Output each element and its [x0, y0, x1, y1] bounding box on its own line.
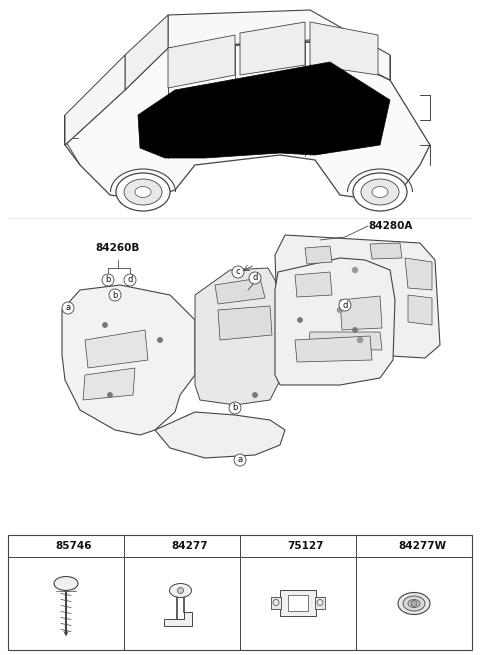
Text: c: c [236, 267, 240, 276]
Ellipse shape [398, 593, 430, 614]
Ellipse shape [54, 576, 78, 591]
Polygon shape [295, 272, 332, 297]
Polygon shape [155, 412, 285, 458]
Circle shape [249, 272, 261, 284]
Ellipse shape [124, 179, 162, 205]
Polygon shape [195, 268, 280, 405]
Bar [280, 590, 316, 616]
Bar [315, 597, 325, 608]
Circle shape [109, 289, 121, 301]
Ellipse shape [361, 179, 399, 205]
Circle shape [62, 302, 74, 314]
Polygon shape [275, 235, 440, 358]
Polygon shape [310, 22, 378, 75]
Text: c: c [249, 542, 253, 550]
Polygon shape [370, 243, 402, 259]
Text: 84280A: 84280A [368, 221, 412, 231]
Polygon shape [83, 368, 135, 400]
Ellipse shape [169, 584, 192, 597]
Circle shape [352, 267, 358, 272]
Polygon shape [408, 295, 432, 325]
Bar [8, 535, 472, 650]
Polygon shape [305, 246, 332, 264]
Text: a: a [65, 303, 71, 312]
Polygon shape [65, 55, 125, 145]
Polygon shape [215, 278, 265, 304]
Polygon shape [405, 258, 432, 290]
Circle shape [361, 540, 373, 552]
Text: 85746: 85746 [56, 541, 92, 551]
Text: a: a [238, 455, 242, 464]
Polygon shape [125, 15, 168, 90]
Circle shape [245, 540, 257, 552]
Text: b: b [112, 291, 118, 299]
Text: a: a [16, 542, 22, 550]
Circle shape [124, 274, 136, 286]
Polygon shape [308, 332, 382, 350]
Circle shape [358, 337, 362, 343]
Polygon shape [168, 35, 235, 88]
Ellipse shape [372, 187, 388, 198]
Circle shape [158, 338, 162, 342]
Polygon shape [62, 285, 195, 435]
Circle shape [353, 328, 357, 332]
Polygon shape [65, 42, 430, 200]
Circle shape [411, 601, 417, 607]
Polygon shape [275, 258, 395, 385]
Ellipse shape [116, 173, 170, 211]
Text: d: d [252, 274, 258, 282]
Circle shape [178, 588, 183, 593]
Polygon shape [138, 62, 390, 158]
Circle shape [253, 393, 257, 397]
Polygon shape [340, 296, 382, 330]
Text: d: d [342, 301, 348, 310]
Polygon shape [168, 10, 390, 80]
Bar [271, 597, 281, 608]
Text: 84277W: 84277W [398, 541, 446, 551]
Text: d: d [127, 276, 132, 284]
Polygon shape [164, 612, 192, 626]
Circle shape [129, 540, 141, 552]
Text: 84277: 84277 [172, 541, 208, 551]
Circle shape [232, 266, 244, 278]
Polygon shape [240, 22, 305, 75]
Ellipse shape [403, 596, 425, 611]
Circle shape [337, 307, 343, 312]
Polygon shape [218, 306, 272, 340]
Text: d: d [364, 542, 370, 550]
Circle shape [229, 402, 241, 414]
Circle shape [103, 323, 107, 328]
Circle shape [102, 274, 114, 286]
Ellipse shape [353, 173, 407, 211]
Circle shape [298, 318, 302, 322]
Text: 84260B: 84260B [95, 243, 139, 253]
Circle shape [339, 299, 351, 311]
Text: b: b [105, 276, 111, 284]
Polygon shape [295, 336, 372, 362]
Text: b: b [232, 403, 238, 413]
Polygon shape [85, 330, 148, 368]
Bar [288, 595, 308, 610]
Ellipse shape [135, 187, 151, 198]
Text: b: b [132, 542, 138, 550]
Circle shape [108, 393, 112, 397]
Ellipse shape [408, 599, 420, 607]
Circle shape [234, 454, 246, 466]
Circle shape [13, 540, 25, 552]
Text: 75127: 75127 [288, 541, 324, 551]
